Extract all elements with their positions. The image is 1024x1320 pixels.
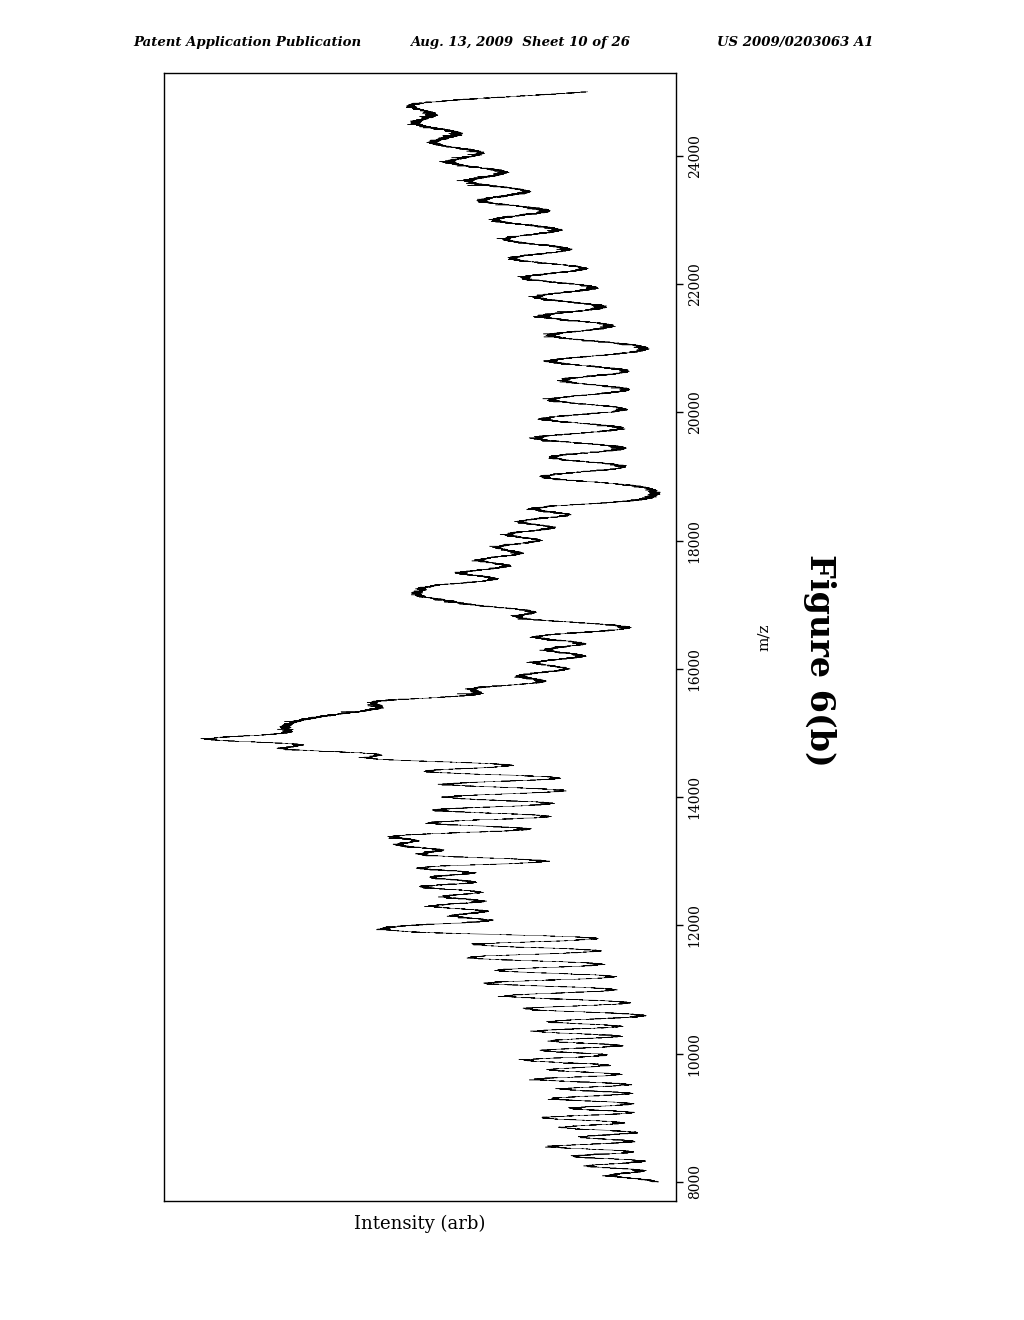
Text: Aug. 13, 2009  Sheet 10 of 26: Aug. 13, 2009 Sheet 10 of 26 [410,36,630,49]
X-axis label: Intensity (arb): Intensity (arb) [354,1216,485,1233]
Text: Patent Application Publication: Patent Application Publication [133,36,361,49]
Y-axis label: m/z: m/z [757,623,771,651]
Text: US 2009/0203063 A1: US 2009/0203063 A1 [717,36,873,49]
Text: Figure 6(b): Figure 6(b) [803,553,836,767]
